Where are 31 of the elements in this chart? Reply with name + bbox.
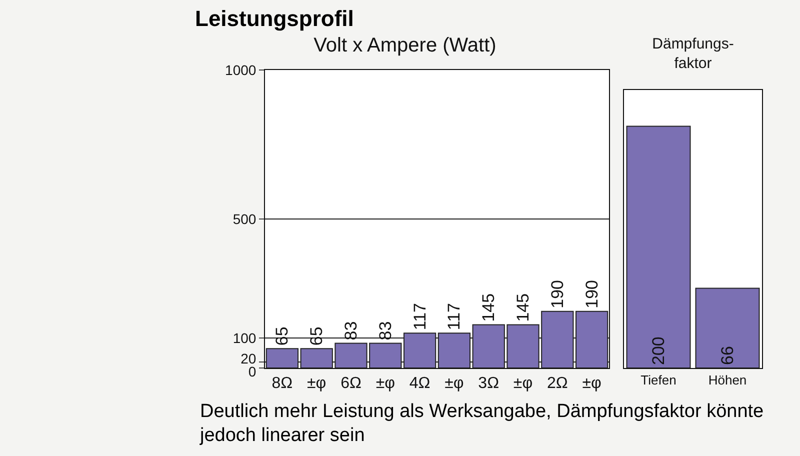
data-label: 66	[718, 346, 737, 365]
data-label: 200	[649, 336, 668, 365]
data-label: 117	[410, 303, 430, 330]
data-label: 65	[272, 326, 292, 346]
x-tick-label: ±φ	[582, 375, 602, 392]
text: Deutlich mehr Leistung als Werksangabe, Dämpfungsfaktor könnte jedoch linearer sein	[200, 400, 765, 448]
data-label: 117	[444, 303, 464, 330]
y-tick-label: 100	[232, 330, 256, 346]
data-label: 190	[582, 280, 602, 308]
x-tick-label: ±φ	[376, 375, 395, 392]
y-tick-label: 500	[232, 210, 256, 227]
chart-title: Dämpfungs- faktor	[652, 35, 734, 72]
chart-title: Leistungsprofil	[195, 6, 354, 32]
data-label: 65	[307, 326, 326, 346]
y-tick-label: 1000	[225, 62, 256, 78]
data-label: 145	[479, 293, 498, 322]
x-tick-label: 4Ω	[409, 375, 430, 392]
data-label: 83	[342, 321, 360, 340]
x-tick-label: 6Ω	[340, 375, 362, 392]
x-tick-label: 8Ω	[272, 375, 293, 392]
x-tick-label: Tiefen	[640, 372, 676, 388]
chart-subtitle: Volt x Ampere (Watt)	[314, 34, 496, 56]
x-tick-label: ±φ	[444, 375, 464, 392]
x-tick-label: ±φ	[307, 375, 326, 392]
data-label: 83	[376, 321, 395, 340]
x-tick-label: 2Ω	[546, 375, 568, 392]
x-tick-label: 3Ω	[478, 375, 500, 392]
data-label: 190	[548, 280, 567, 308]
data-label: 145	[514, 293, 532, 322]
x-tick-label: Höhen	[708, 372, 747, 388]
x-tick-label: ±φ	[513, 375, 533, 392]
